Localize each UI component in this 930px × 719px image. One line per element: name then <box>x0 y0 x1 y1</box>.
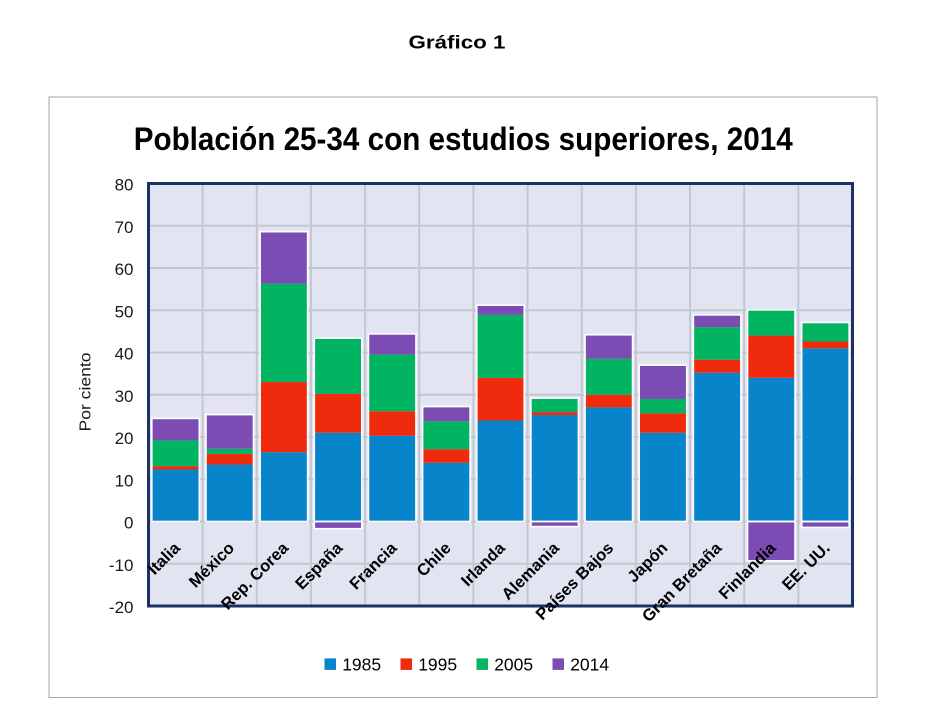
svg-text:1995: 1995 <box>418 655 457 675</box>
svg-text:10: 10 <box>115 471 134 490</box>
svg-text:30: 30 <box>115 387 134 406</box>
svg-text:2005: 2005 <box>494 655 533 675</box>
svg-text:Por ciento: Por ciento <box>78 352 95 431</box>
svg-text:40: 40 <box>115 345 134 364</box>
svg-text:80: 80 <box>115 176 134 195</box>
svg-text:50: 50 <box>115 302 134 321</box>
svg-text:20: 20 <box>115 429 134 448</box>
svg-text:Gráfico 1: Gráfico 1 <box>409 33 506 53</box>
svg-text:2014: 2014 <box>570 655 609 675</box>
svg-text:0: 0 <box>124 514 133 533</box>
svg-text:70: 70 <box>115 218 134 237</box>
svg-text:Población 25-34 con estudios s: Población 25-34 con estudios superiores,… <box>134 121 793 157</box>
svg-text:60: 60 <box>115 260 134 279</box>
svg-text:-10: -10 <box>109 556 134 575</box>
svg-text:-20: -20 <box>109 598 134 617</box>
svg-text:1985: 1985 <box>342 655 381 675</box>
